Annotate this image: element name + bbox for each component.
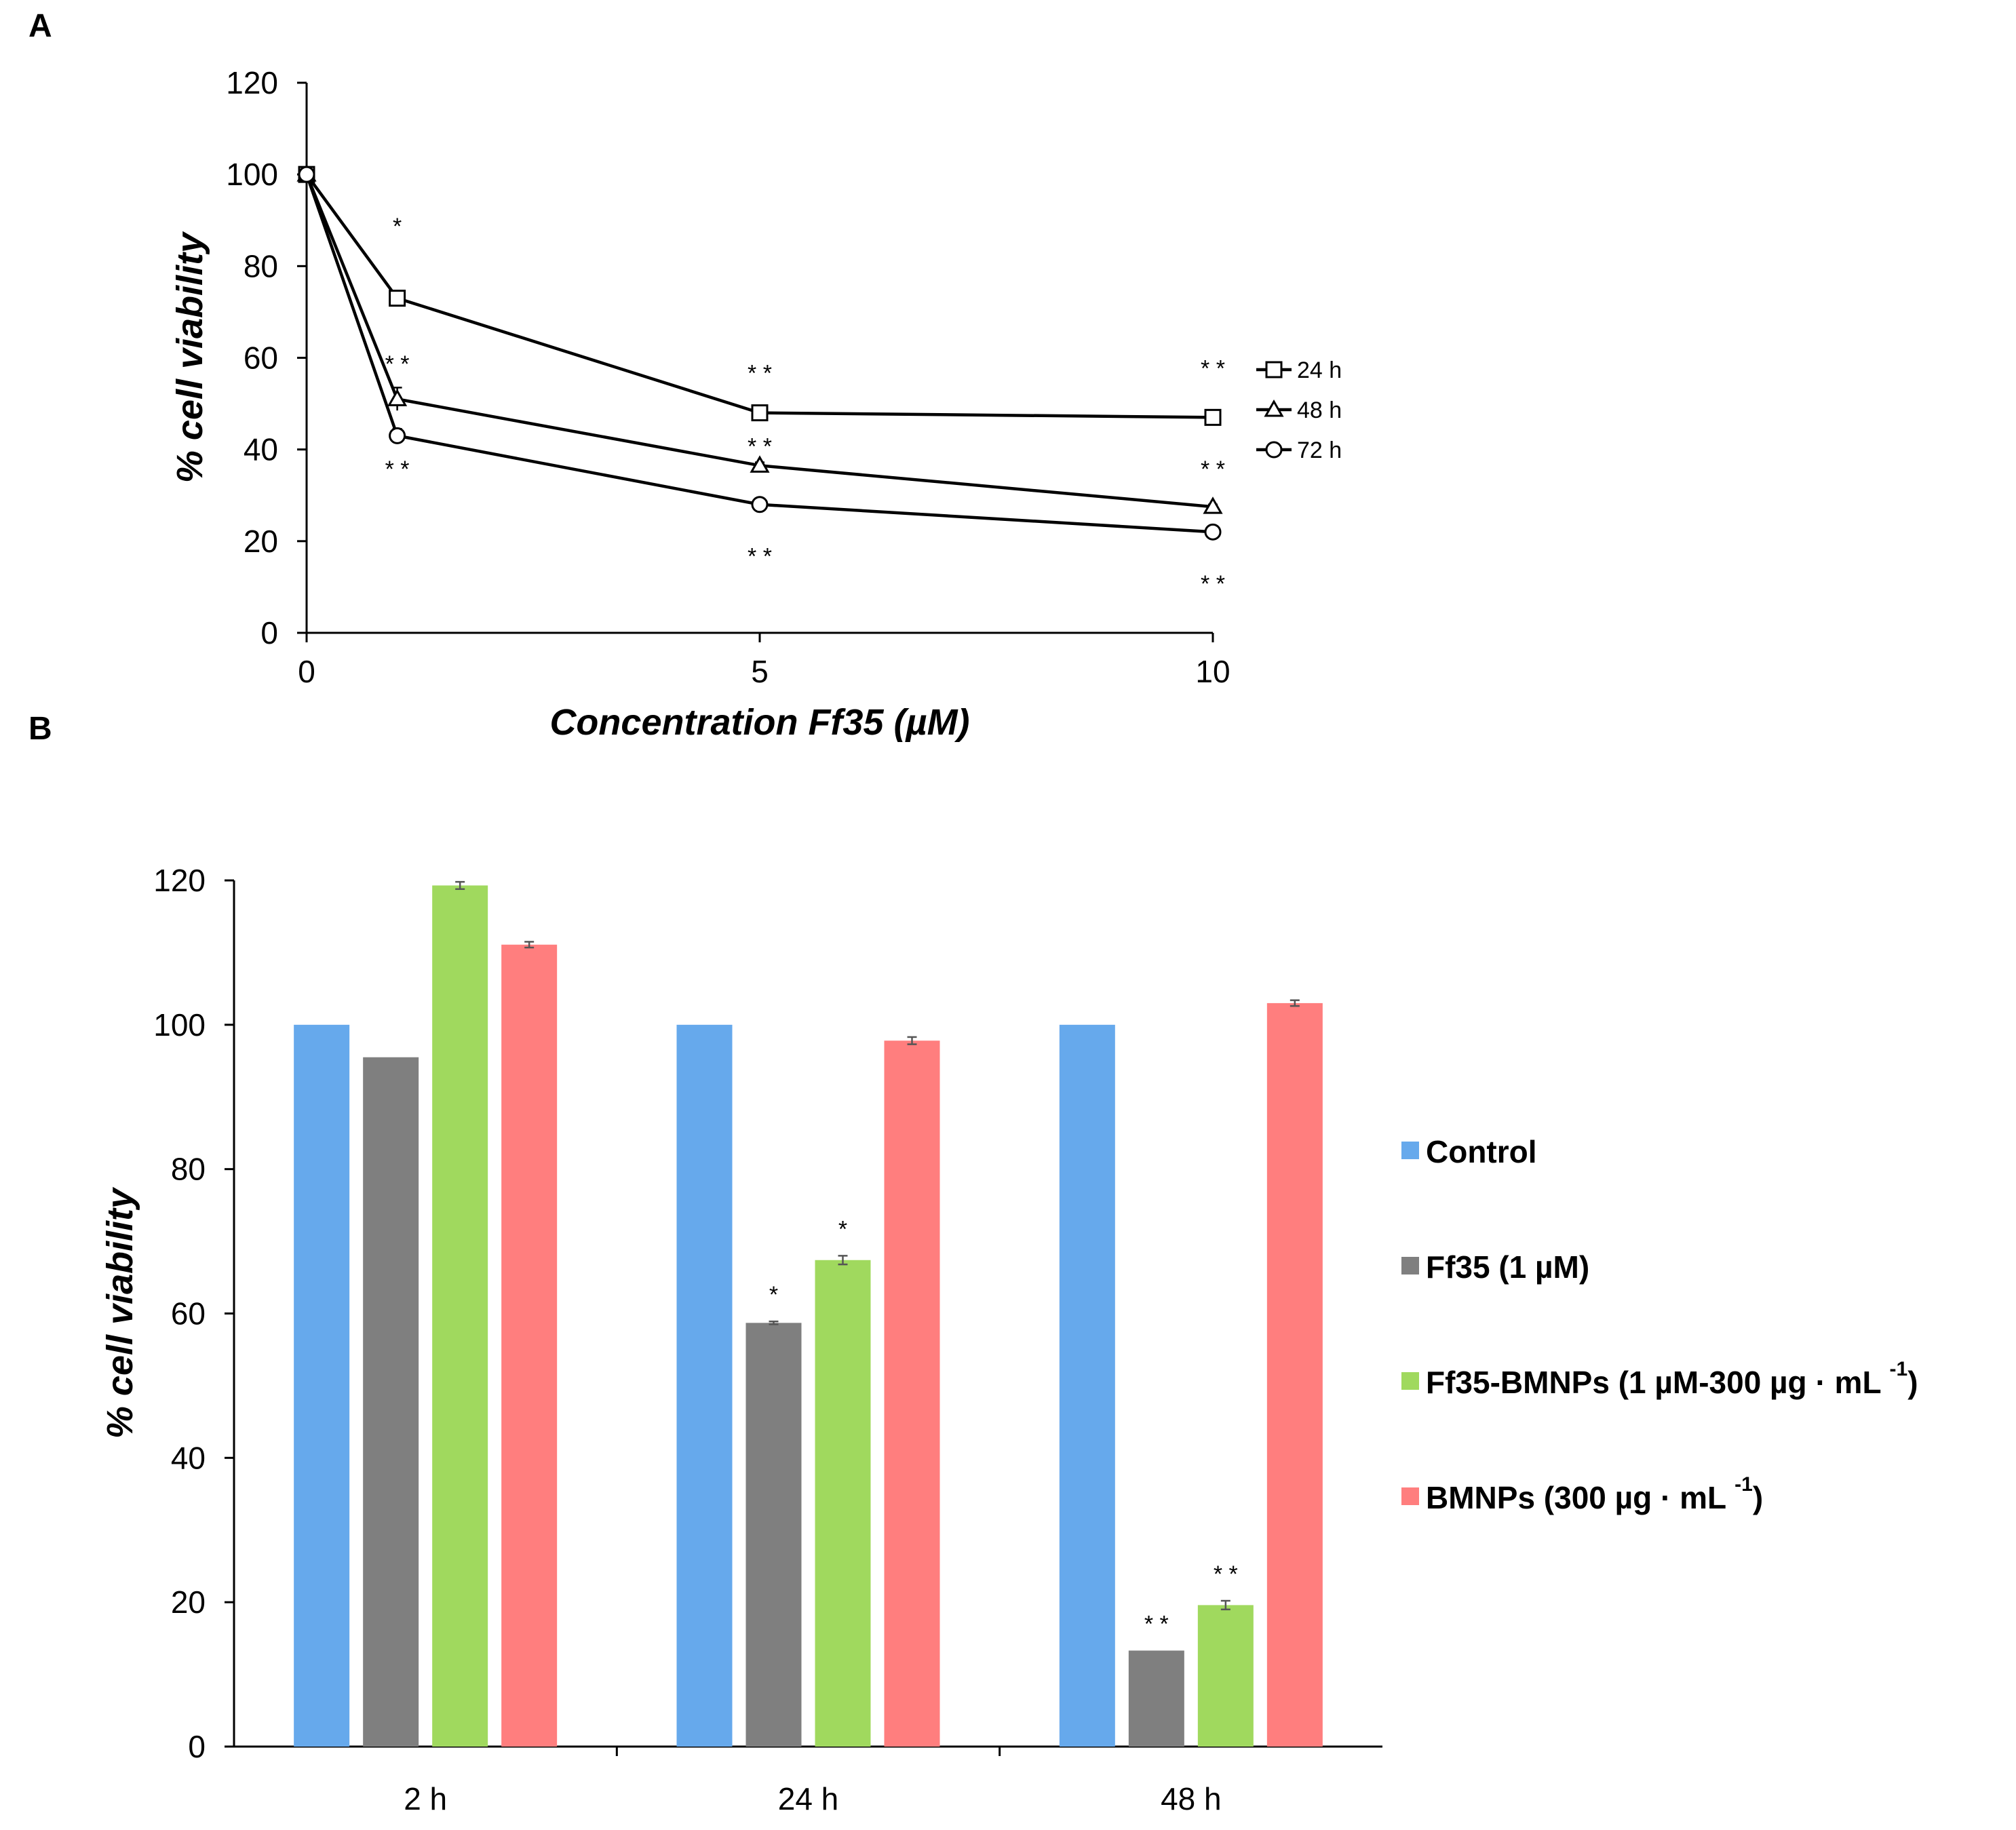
legend-marker xyxy=(1264,399,1284,417)
bar xyxy=(745,1323,802,1747)
x-tick-label: 0 xyxy=(298,654,315,689)
data-point xyxy=(298,166,315,183)
legend-swatch xyxy=(1401,1142,1419,1159)
legend-swatch xyxy=(1401,1487,1419,1505)
significance-label: * xyxy=(393,214,402,239)
bar xyxy=(884,1040,940,1747)
y-tick-label: 80 xyxy=(244,248,278,284)
significance-label: * * xyxy=(748,360,772,386)
bar xyxy=(1128,1650,1184,1747)
significance-label: * * xyxy=(1201,456,1225,482)
legend-swatch xyxy=(1401,1257,1419,1274)
legend-swatch xyxy=(1401,1372,1419,1390)
y-tick-label: 40 xyxy=(171,1440,206,1475)
y-tick-label: 120 xyxy=(226,65,278,100)
bar xyxy=(1197,1605,1254,1747)
legend-label: Control xyxy=(1426,1134,1537,1169)
bar xyxy=(432,885,488,1747)
y-tick-label: 80 xyxy=(171,1152,206,1187)
legend-label: 24 h xyxy=(1297,357,1342,383)
legend-marker xyxy=(1265,441,1283,459)
data-point xyxy=(751,404,769,422)
legend-item-72-h: 72 h xyxy=(1256,437,1342,463)
bar xyxy=(294,1024,350,1747)
bar-chart: 0 20 40 60 80 100 120 % cell viability 2 h 24 h * *… xyxy=(100,863,1918,1816)
x-tick-label: 10 xyxy=(1195,654,1230,689)
data-point xyxy=(750,455,770,473)
data-point xyxy=(751,496,769,513)
series-24-h: * * * * * xyxy=(298,166,1225,426)
panel-b-letter: B xyxy=(28,711,52,747)
significance-label: * * xyxy=(748,544,772,570)
data-point xyxy=(389,290,406,307)
significance-label: * xyxy=(838,1216,847,1242)
line-chart: 0 20 40 60 80 100 120 0 5 10 Concentration Ff35 (µ… xyxy=(170,65,1342,743)
significance-label: * * xyxy=(385,351,410,377)
bar xyxy=(501,944,558,1747)
significance-label: * * xyxy=(385,456,410,482)
data-point xyxy=(387,389,408,406)
y-axis-title: % cell viability xyxy=(170,231,210,483)
bar xyxy=(363,1057,419,1747)
data-point xyxy=(1204,523,1222,541)
legend-label: 72 h xyxy=(1297,437,1342,463)
significance-label: * xyxy=(769,1282,778,1308)
y-tick-label: 60 xyxy=(171,1296,206,1331)
significance-label: * * xyxy=(1201,356,1225,382)
legend-item: Ff35-BMNPs (1 µM-300 µg · mL -1) xyxy=(1401,1358,1918,1400)
y-tick-label: 60 xyxy=(244,340,278,376)
category-label: 2 h xyxy=(404,1781,447,1816)
legend-item: BMNPs (300 µg · mL -1) xyxy=(1401,1473,1763,1515)
y-tick-label: 120 xyxy=(153,863,206,898)
series-72-h: * * * * * * xyxy=(298,166,1225,597)
y-tick-label: 20 xyxy=(244,524,278,559)
bar xyxy=(815,1260,871,1747)
y-axis-title: % cell viability xyxy=(100,1186,140,1439)
category-label: 48 h xyxy=(1161,1781,1222,1816)
panel-a-letter: A xyxy=(28,8,52,44)
series-line xyxy=(305,174,1214,509)
y-tick-label: 20 xyxy=(171,1584,206,1620)
x-axis-title: Concentration Ff35 (µM) xyxy=(549,702,969,743)
significance-label: * * xyxy=(1214,1561,1238,1587)
y-tick-label: 40 xyxy=(244,432,278,467)
legend-item: Control xyxy=(1401,1134,1537,1169)
bar xyxy=(1059,1024,1115,1747)
significance-label: * * xyxy=(1144,1611,1169,1637)
series-line xyxy=(305,173,1214,419)
legend-item-24-h: 24 h xyxy=(1256,357,1342,383)
legend-item-48-h: 48 h xyxy=(1256,397,1342,423)
legend-item: Ff35 (1 µM) xyxy=(1401,1249,1589,1285)
legend-label: 48 h xyxy=(1297,397,1342,423)
bar xyxy=(1266,1002,1323,1747)
significance-label: * * xyxy=(1201,571,1225,597)
data-point xyxy=(1204,408,1222,426)
category-label: 24 h xyxy=(778,1781,839,1816)
y-tick-label: 100 xyxy=(153,1007,206,1043)
x-tick-label: 5 xyxy=(751,654,769,689)
data-point xyxy=(389,427,406,444)
legend-label: BMNPs (300 µg · mL -1) xyxy=(1426,1473,1763,1515)
y-tick-label: 0 xyxy=(260,615,278,650)
legend-marker xyxy=(1265,361,1283,378)
y-tick-label: 0 xyxy=(188,1729,206,1764)
y-tick-label: 100 xyxy=(226,157,278,192)
legend-label: Ff35-BMNPs (1 µM-300 µg · mL -1) xyxy=(1426,1358,1918,1400)
significance-label: * * xyxy=(748,433,772,459)
legend-label: Ff35 (1 µM) xyxy=(1426,1249,1589,1285)
data-point xyxy=(1203,497,1223,514)
series-line xyxy=(305,174,1214,534)
bar xyxy=(676,1024,733,1747)
